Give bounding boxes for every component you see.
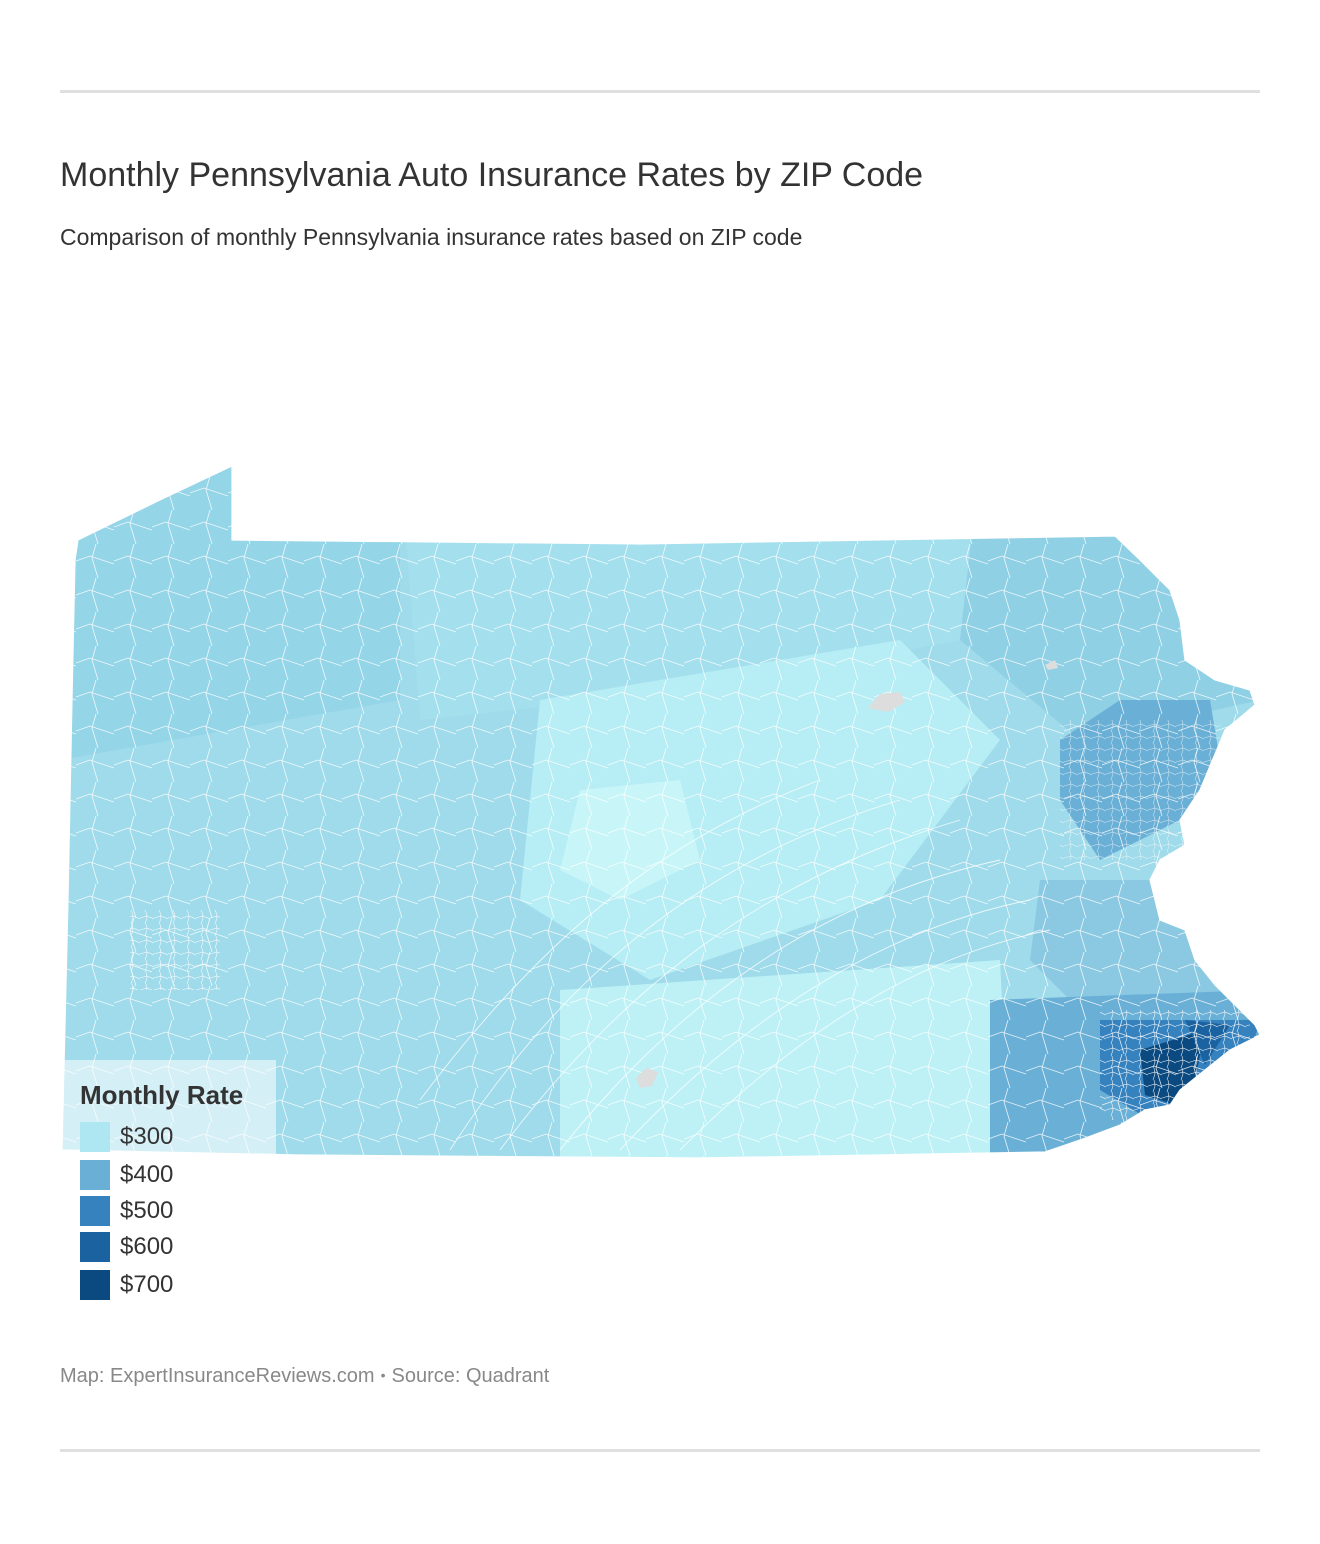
bottom-divider	[60, 1449, 1260, 1452]
legend-swatch	[80, 1232, 110, 1262]
legend-label: $700	[120, 1271, 174, 1298]
legend-swatch	[80, 1160, 110, 1190]
no-data-area	[868, 692, 905, 712]
legend-label: $400	[120, 1161, 174, 1188]
legend-title: Monthly Rate	[80, 1080, 244, 1110]
legend-swatch	[80, 1122, 110, 1152]
legend-label: $300	[120, 1123, 174, 1150]
page-title: Monthly Pennsylvania Auto Insurance Rate…	[60, 156, 924, 194]
no-data-area	[636, 1068, 658, 1088]
legend-label: $500	[120, 1197, 174, 1224]
map-credit: Map: ExpertInsuranceReviews.com	[60, 1365, 375, 1387]
top-divider	[60, 90, 1260, 93]
source-credit: Source: Quadrant	[391, 1365, 550, 1387]
legend-swatch	[80, 1270, 110, 1300]
legend-label: $600	[120, 1233, 174, 1260]
page-subtitle: Comparison of monthly Pennsylvania insur…	[60, 224, 803, 250]
ridge-lines	[419, 779, 1051, 1151]
no-data-area	[1045, 660, 1058, 670]
legend-swatch	[80, 1196, 110, 1226]
footer-separator: •	[380, 1367, 386, 1383]
footer-credit: Map: ExpertInsuranceReviews.com • Source: …	[60, 1364, 549, 1389]
state-outline	[61, 465, 1261, 1159]
